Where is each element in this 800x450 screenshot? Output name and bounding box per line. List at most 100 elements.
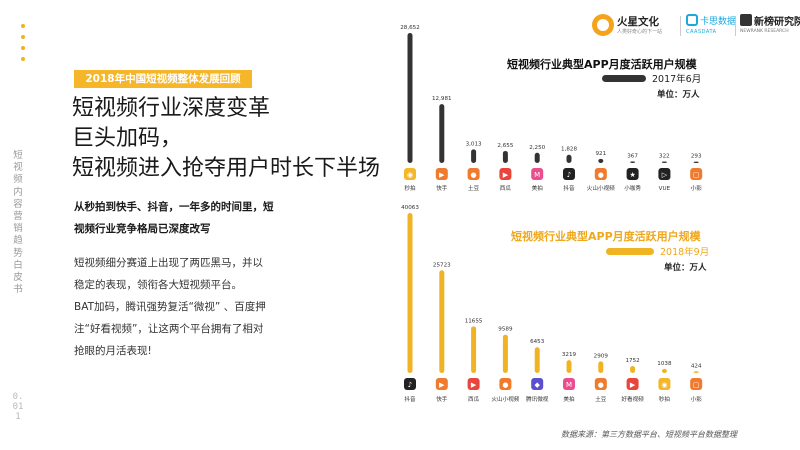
category-label: 抖音 (563, 184, 575, 192)
category-label: 火山小视频 (491, 395, 519, 403)
bar (693, 371, 699, 373)
caasdata-logo-icon (686, 14, 698, 26)
category-label: 抖音 (404, 395, 416, 403)
bar-value-label: 293 (691, 154, 702, 160)
svg-text:♪: ♪ (567, 171, 571, 179)
bar (471, 326, 477, 373)
bar-value-label: 25723 (433, 262, 451, 268)
category-label: 美拍 (532, 184, 544, 192)
bar (661, 161, 667, 163)
svg-text:◆: ◆ (535, 381, 541, 389)
kuaishou-icon: ▶ (435, 378, 448, 390)
chart1-date: 2017年6月 (652, 74, 702, 85)
xigua-icon: ▶ (499, 168, 512, 180)
svg-text:▶: ▶ (471, 381, 477, 389)
chart1-date-pill (602, 75, 646, 82)
bar-value-label: 28,652 (400, 25, 420, 31)
xiaoying-icon: ▢ (690, 378, 703, 390)
bar (439, 104, 445, 163)
bar (630, 366, 636, 373)
category-label: 秒拍 (404, 184, 416, 192)
category-label: 小影 (691, 184, 703, 192)
subheadline-line: 视频行业竞争格局已深度改写 (74, 223, 211, 235)
svg-text:▶: ▶ (439, 381, 445, 389)
bar-value-label: 2909 (594, 353, 609, 359)
bar (534, 347, 540, 373)
bar (534, 152, 540, 163)
vue-icon: ▷ (658, 168, 671, 180)
tudou-icon: ● (467, 168, 480, 180)
bar-value-label: 921 (595, 151, 606, 157)
vertical-report-title: 短视频内容营销趋势白皮书 (13, 150, 23, 296)
svg-text:♪: ♪ (408, 381, 412, 389)
headline-line: 短视频进入抢夺用户时长下半场 (72, 156, 381, 181)
chart1-unit: 单位：万人 (657, 90, 700, 100)
subheadline-line: 从秒拍到快手、抖音，一年多的时间里，短 (74, 201, 274, 213)
miaopai-icon: ◉ (404, 168, 416, 180)
bar-value-label: 1,828 (561, 147, 577, 153)
meipai-icon: M (563, 378, 575, 390)
page-number: 0.011 (12, 392, 24, 422)
category-label: 西瓜 (468, 396, 480, 403)
body-paragraph: 短视频细分赛道上出现了两匹黑马，并以稳定的表现，领衔各大短视频平台。 (74, 257, 263, 291)
category-label: 土豆 (595, 395, 607, 403)
category-label: 小咖秀 (624, 184, 641, 192)
bar (598, 361, 604, 373)
body-paragraph: BAT加码，腾讯强势复活“微视” 、百度押注“好看视频”，让这两个平台拥有了相对… (74, 301, 266, 357)
haokan-icon: ▶ (626, 378, 639, 390)
logo-bar: 火星文化 人类好奇心的下一站 卡思数据 CAASDATA 新榜研究院 NEWRA… (592, 12, 800, 42)
svg-text:▶: ▶ (630, 381, 636, 389)
miaopai-icon: ◉ (658, 378, 671, 390)
bar-value-label: 3,013 (466, 141, 482, 147)
caasdata-logo-name: 卡思数据 (700, 17, 737, 27)
chart1-title: 短视频行业典型APP月度活跃用户规模 (507, 58, 697, 71)
logo-divider (680, 16, 681, 36)
svg-text:M: M (566, 381, 572, 389)
svg-text:▶: ▶ (503, 171, 509, 179)
category-label: 火山小视频 (587, 184, 615, 192)
headline-line: 短视频行业深度变革 (72, 96, 271, 121)
xiaoying-icon: ▢ (690, 168, 703, 180)
douyin-icon: ♪ (563, 168, 575, 180)
bar (471, 149, 477, 163)
bar-value-label: 12,981 (432, 96, 452, 102)
weishi-icon: ◆ (531, 378, 544, 390)
category-label: 西瓜 (500, 185, 512, 192)
bar (407, 33, 413, 163)
svg-text:●: ● (598, 381, 604, 389)
bar (407, 213, 413, 373)
bar-value-label: 322 (659, 154, 670, 160)
chart2-date: 2018年9月 (660, 247, 710, 258)
category-label: 腾讯微视 (526, 395, 549, 403)
bar-value-label: 1038 (657, 361, 672, 367)
caasdata-logo-sub: CAASDATA (686, 29, 717, 35)
meipai-icon: M (531, 168, 544, 180)
bar (566, 154, 572, 163)
xigua-icon: ▶ (467, 378, 480, 390)
category-label: 快手 (436, 184, 448, 192)
bar-value-label: 2,250 (529, 145, 545, 151)
svg-text:◉: ◉ (661, 381, 667, 389)
svg-text:●: ● (502, 381, 508, 389)
svg-text:▢: ▢ (693, 381, 700, 389)
bar-value-label: 9589 (498, 327, 513, 333)
category-label: 小影 (691, 395, 703, 403)
bar-value-label: 40063 (401, 205, 419, 211)
logo-divider (735, 16, 736, 36)
bar (566, 360, 572, 373)
bar (502, 334, 508, 373)
bar-value-label: 11655 (465, 318, 483, 324)
svg-text:◉: ◉ (407, 171, 413, 179)
svg-text:▷: ▷ (662, 171, 668, 179)
bar (439, 270, 445, 373)
bar (598, 158, 604, 163)
newrank-logo-name: 新榜研究院 (754, 17, 800, 28)
body-text: 短视频细分赛道上出现了两匹黑马，并以稳定的表现，领衔各大短视频平台。 BAT加码… (74, 252, 266, 362)
bar (661, 368, 667, 373)
huoxing-logo-icon (592, 14, 614, 36)
bar (693, 161, 699, 163)
newrank-logo-sub: NEWRANK RESEARCH (740, 29, 789, 34)
bar (502, 150, 508, 163)
kuaishou-icon: ▶ (435, 168, 448, 180)
